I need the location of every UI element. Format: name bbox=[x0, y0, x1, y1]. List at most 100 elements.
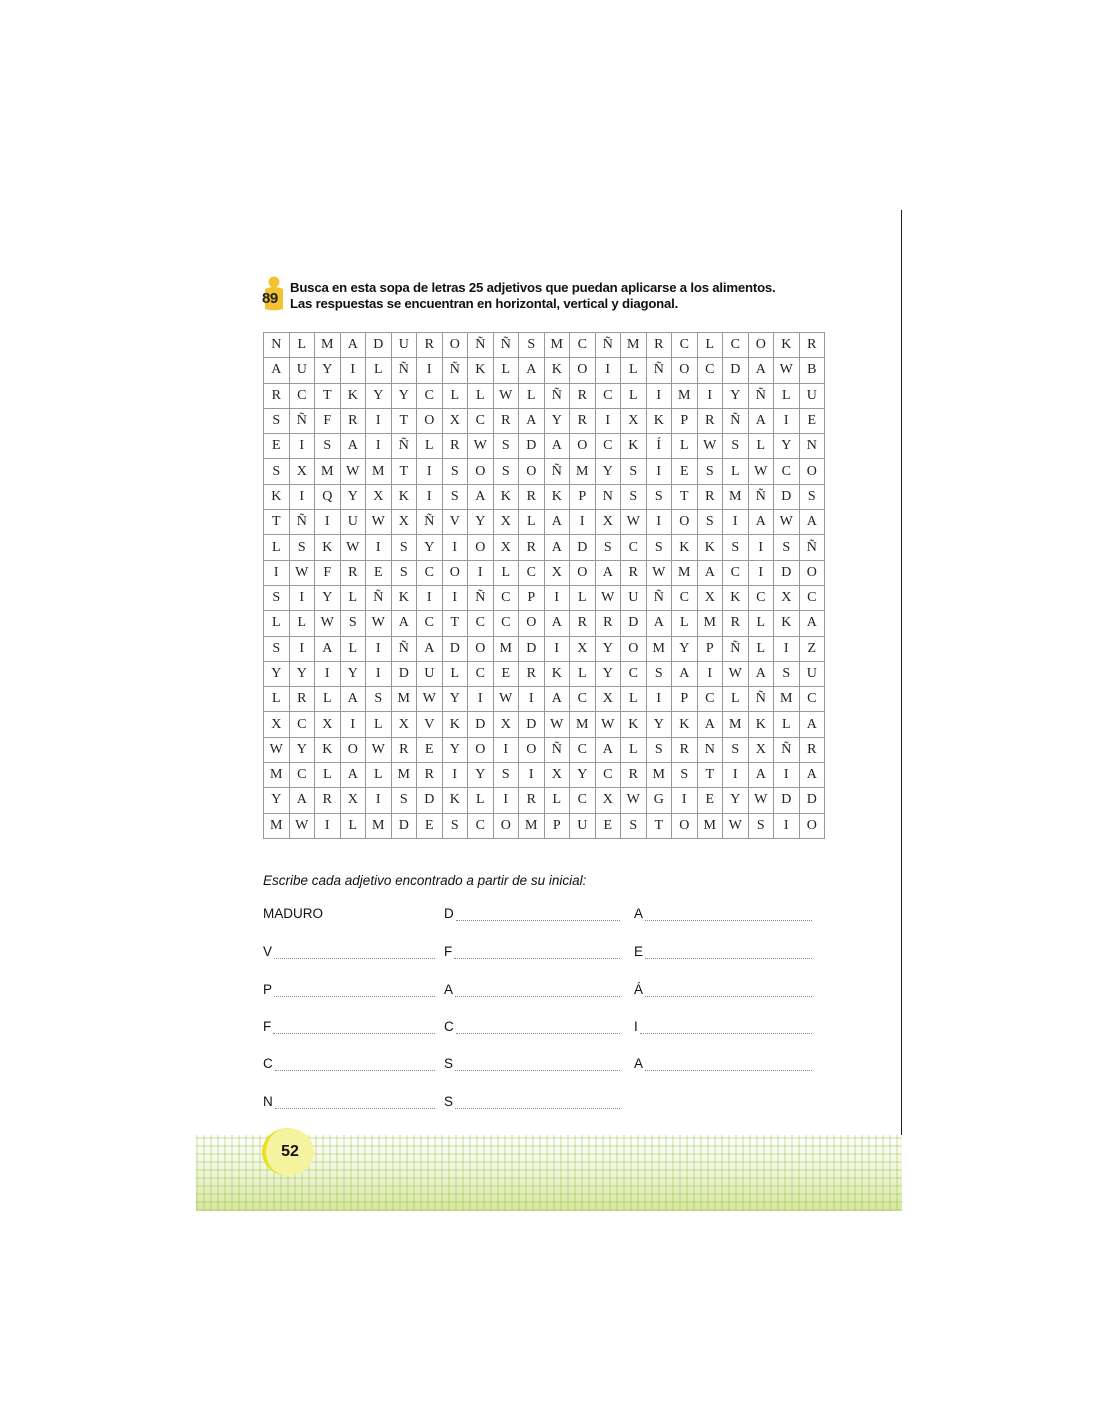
grid-cell[interactable]: A bbox=[747, 509, 774, 536]
grid-cell[interactable]: A bbox=[645, 610, 672, 637]
grid-cell[interactable]: X bbox=[594, 686, 621, 713]
grid-cell[interactable]: O bbox=[569, 559, 596, 586]
grid-cell[interactable]: I bbox=[492, 787, 519, 814]
grid-cell[interactable]: X bbox=[696, 584, 723, 612]
grid-cell[interactable]: M bbox=[263, 762, 290, 789]
grid-cell[interactable]: C bbox=[671, 584, 698, 612]
grid-cell[interactable]: Ñ bbox=[416, 509, 443, 536]
grid-cell[interactable]: X bbox=[365, 483, 392, 511]
grid-cell[interactable]: R bbox=[671, 736, 698, 764]
grid-cell[interactable]: R bbox=[518, 534, 545, 561]
grid-cell[interactable]: N bbox=[594, 483, 621, 511]
grid-cell[interactable]: Ñ bbox=[645, 584, 672, 612]
grid-cell[interactable]: C bbox=[492, 584, 519, 612]
grid-cell[interactable]: T bbox=[441, 610, 468, 637]
grid-cell[interactable]: I bbox=[339, 357, 366, 384]
grid-cell[interactable]: A bbox=[696, 711, 723, 738]
grid-cell[interactable]: S bbox=[645, 660, 672, 688]
answer-field[interactable]: D bbox=[444, 906, 620, 921]
answer-field[interactable]: A bbox=[444, 982, 620, 997]
grid-cell[interactable]: W bbox=[288, 559, 315, 586]
grid-cell[interactable]: Y bbox=[263, 787, 290, 814]
grid-cell[interactable]: E bbox=[263, 433, 290, 460]
grid-cell[interactable]: S bbox=[722, 534, 749, 561]
answer-field[interactable]: MADURO bbox=[263, 906, 323, 921]
grid-cell[interactable]: R bbox=[339, 407, 366, 435]
grid-cell[interactable]: L bbox=[620, 357, 647, 384]
grid-cell[interactable]: F bbox=[314, 559, 341, 586]
grid-cell[interactable]: L bbox=[722, 458, 749, 485]
grid-cell[interactable]: C bbox=[569, 331, 596, 359]
grid-cell[interactable]: C bbox=[798, 686, 825, 713]
grid-cell[interactable]: K bbox=[390, 584, 417, 612]
grid-cell[interactable]: Ñ bbox=[747, 686, 774, 713]
grid-cell[interactable]: S bbox=[620, 483, 647, 511]
grid-cell[interactable]: C bbox=[416, 559, 443, 586]
grid-cell[interactable]: A bbox=[543, 509, 570, 536]
grid-cell[interactable]: N bbox=[798, 433, 825, 460]
grid-cell[interactable]: E bbox=[696, 787, 723, 814]
grid-cell[interactable]: N bbox=[696, 736, 723, 764]
grid-cell[interactable]: U bbox=[339, 509, 366, 536]
grid-cell[interactable]: Ñ bbox=[467, 584, 494, 612]
grid-cell[interactable]: A bbox=[543, 686, 570, 713]
grid-cell[interactable]: K bbox=[543, 483, 570, 511]
grid-cell[interactable]: I bbox=[518, 762, 545, 789]
grid-cell[interactable]: M bbox=[722, 483, 749, 511]
grid-cell[interactable]: L bbox=[620, 382, 647, 409]
grid-cell[interactable]: S bbox=[773, 534, 800, 561]
grid-cell[interactable]: Y bbox=[263, 660, 290, 688]
grid-cell[interactable]: M bbox=[722, 711, 749, 738]
grid-cell[interactable]: W bbox=[696, 433, 723, 460]
grid-cell[interactable]: L bbox=[569, 584, 596, 612]
grid-cell[interactable]: C bbox=[620, 534, 647, 561]
grid-cell[interactable]: K bbox=[773, 331, 800, 359]
grid-cell[interactable]: X bbox=[773, 584, 800, 612]
grid-cell[interactable]: Ñ bbox=[747, 382, 774, 409]
grid-cell[interactable]: X bbox=[492, 534, 519, 561]
grid-cell[interactable]: W bbox=[492, 686, 519, 713]
grid-cell[interactable]: S bbox=[365, 686, 392, 713]
grid-cell[interactable]: L bbox=[314, 762, 341, 789]
grid-cell[interactable]: M bbox=[773, 686, 800, 713]
grid-cell[interactable]: C bbox=[416, 382, 443, 409]
grid-cell[interactable]: L bbox=[518, 382, 545, 409]
grid-cell[interactable]: S bbox=[696, 458, 723, 485]
grid-cell[interactable]: K bbox=[696, 534, 723, 561]
grid-cell[interactable]: W bbox=[747, 787, 774, 814]
grid-cell[interactable]: C bbox=[467, 812, 494, 839]
answer-blank-line[interactable] bbox=[645, 984, 812, 997]
grid-cell[interactable]: D bbox=[365, 331, 392, 359]
grid-cell[interactable]: I bbox=[263, 559, 290, 586]
grid-cell[interactable]: K bbox=[671, 534, 698, 561]
grid-cell[interactable]: S bbox=[441, 458, 468, 485]
answer-blank-line[interactable] bbox=[645, 1058, 812, 1071]
grid-cell[interactable]: W bbox=[594, 584, 621, 612]
grid-cell[interactable]: C bbox=[467, 660, 494, 688]
grid-cell[interactable]: X bbox=[263, 711, 290, 738]
grid-cell[interactable]: Ñ bbox=[645, 357, 672, 384]
grid-cell[interactable]: S bbox=[441, 812, 468, 839]
grid-cell[interactable]: L bbox=[288, 331, 315, 359]
grid-cell[interactable]: W bbox=[365, 736, 392, 764]
grid-cell[interactable]: X bbox=[390, 509, 417, 536]
grid-cell[interactable]: L bbox=[365, 357, 392, 384]
answer-blank-line[interactable] bbox=[455, 984, 620, 997]
grid-cell[interactable]: A bbox=[288, 787, 315, 814]
grid-cell[interactable]: O bbox=[798, 559, 825, 586]
grid-cell[interactable]: Y bbox=[441, 736, 468, 764]
grid-cell[interactable]: Y bbox=[339, 483, 366, 511]
answer-field[interactable]: A bbox=[634, 1056, 812, 1071]
grid-cell[interactable]: S bbox=[620, 458, 647, 485]
grid-cell[interactable]: R bbox=[798, 331, 825, 359]
grid-cell[interactable]: Y bbox=[314, 357, 341, 384]
grid-cell[interactable]: S bbox=[722, 433, 749, 460]
grid-cell[interactable]: E bbox=[416, 736, 443, 764]
grid-cell[interactable]: I bbox=[594, 357, 621, 384]
grid-cell[interactable]: L bbox=[671, 610, 698, 637]
grid-cell[interactable]: C bbox=[492, 610, 519, 637]
grid-cell[interactable]: D bbox=[773, 787, 800, 814]
answer-blank-line[interactable] bbox=[274, 1058, 435, 1071]
grid-cell[interactable]: A bbox=[747, 407, 774, 435]
grid-cell[interactable]: Ñ bbox=[798, 534, 825, 561]
